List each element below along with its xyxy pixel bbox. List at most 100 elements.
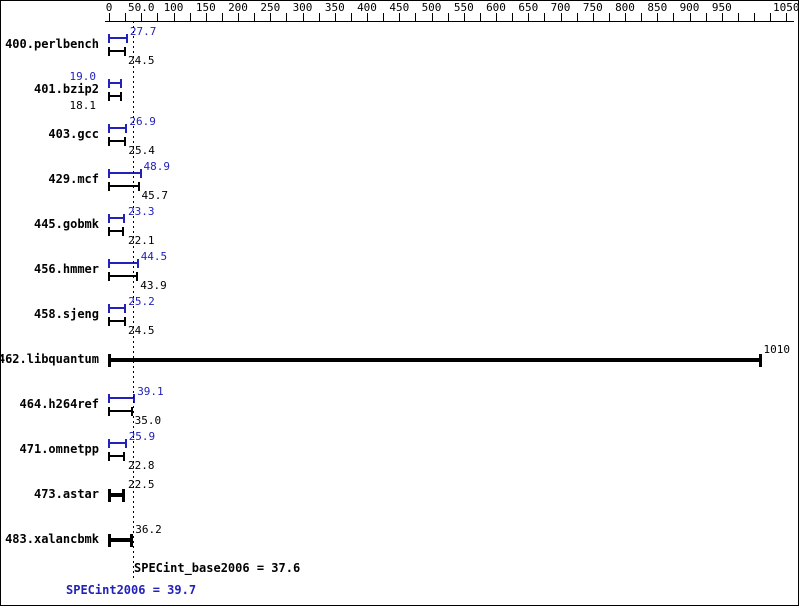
benchmark-name: 462.libquantum (0, 352, 99, 366)
peak-bar-end-cap (125, 123, 128, 133)
value-label: 44.5 (140, 250, 168, 263)
base-bar-end-cap (123, 46, 126, 56)
peak-bar-start-cap (108, 393, 110, 403)
peak-bar (109, 217, 124, 219)
benchmark-name: 400.perlbench (5, 37, 99, 51)
base-bar (109, 50, 125, 52)
base-bar-start-cap (108, 353, 111, 367)
value-label: 19.0 (69, 70, 97, 83)
axis-tick (721, 13, 723, 21)
axis-tick (544, 13, 546, 21)
benchmark-name: 483.xalancbmk (5, 532, 99, 546)
axis-tick (383, 13, 385, 21)
axis-tick-label: 850 (647, 1, 668, 14)
benchmark-name: 401.bzip2 (33, 82, 99, 96)
value-label: 18.1 (69, 99, 97, 112)
axis-tick (399, 13, 401, 21)
axis-tick (641, 13, 643, 21)
axis-tick (673, 13, 675, 21)
base-bar (109, 320, 125, 322)
peak-bar-end-cap (124, 303, 127, 313)
axis-tick-label: 950 (711, 1, 732, 14)
base-bar (109, 493, 124, 497)
base-bar-start-cap (108, 406, 110, 416)
axis-tick (770, 13, 772, 21)
axis-tick-label: 700 (550, 1, 571, 14)
axis-tick-label: 650 (518, 1, 539, 14)
axis-tick-label: 900 (679, 1, 700, 14)
base-bar (109, 140, 126, 142)
axis-tick (431, 13, 433, 21)
base-bar-start-cap (108, 136, 110, 146)
axis-tick (318, 13, 320, 21)
peak-bar (109, 442, 126, 444)
peak-bar-start-cap (108, 213, 110, 223)
axis-tick (334, 13, 336, 21)
axis-tick (205, 13, 207, 21)
axis-tick-label: 400 (357, 1, 377, 14)
axis-tick (592, 13, 594, 21)
base-bar-start-cap (108, 271, 110, 281)
axis-tick-label: 500 (421, 1, 442, 14)
base-bar (109, 358, 761, 362)
benchmark-name: 429.mcf (48, 172, 99, 186)
value-label: 43.9 (140, 279, 167, 292)
axis-tick (221, 13, 223, 21)
value-label: 25.9 (128, 430, 156, 443)
base-bar (109, 410, 132, 412)
base-bar-end-cap (122, 226, 125, 236)
axis-tick-label: 750 (582, 1, 603, 14)
base-bar-start-cap (108, 181, 110, 191)
base-bar-end-cap (119, 91, 122, 101)
axis-tick-label: 150 (195, 1, 216, 14)
axis-tick (141, 13, 143, 21)
base-summary-label: SPECint_base2006 = 37.6 (134, 561, 301, 575)
value-label: 24.5 (128, 324, 155, 337)
benchmark-name: 445.gobmk (33, 217, 99, 231)
benchmark-name: 471.omnetpp (19, 442, 99, 456)
base-bar (109, 538, 133, 542)
benchmark-name: 458.sjeng (33, 307, 99, 321)
value-label: 24.5 (128, 54, 155, 67)
base-bar-end-cap (123, 316, 126, 326)
value-label: 25.4 (128, 144, 155, 157)
peak-bar-end-cap (124, 438, 127, 448)
peak-bar (109, 82, 122, 84)
base-bar (109, 455, 124, 457)
axis-tick-label: 550 (453, 1, 474, 14)
base-bar-end-cap (137, 181, 140, 191)
peak-bar-start-cap (108, 258, 110, 268)
base-bar (109, 230, 124, 232)
axis-tick (367, 13, 368, 21)
base-bar-start-cap (108, 91, 110, 101)
peak-bar-start-cap (108, 303, 110, 313)
base-bar-end-cap (122, 451, 125, 461)
axis-tick (754, 13, 755, 21)
base-bar-end-cap (124, 136, 127, 146)
base-bar-start-cap (108, 451, 110, 461)
axis-tick (157, 13, 159, 21)
base-bar-start-cap (108, 46, 110, 56)
axis-tick (254, 13, 256, 21)
peak-bar (109, 37, 127, 39)
value-label: 22.1 (128, 234, 155, 247)
benchmark-name: 464.h264ref (19, 397, 99, 411)
value-label: 39.1 (137, 385, 164, 398)
peak-bar-start-cap (108, 168, 110, 178)
axis-tick (302, 13, 304, 21)
axis-tick (560, 13, 562, 21)
axis-tick (350, 13, 352, 21)
value-label: 23.3 (128, 205, 155, 218)
reference-line (133, 21, 135, 579)
value-label: 25.2 (128, 295, 155, 308)
base-bar-end-cap (758, 353, 762, 367)
peak-bar-start-cap (108, 123, 110, 133)
base-bar (109, 275, 138, 277)
base-bar-start-cap (108, 488, 111, 502)
x-axis-line (105, 21, 794, 22)
axis-tick-label: 1050 (773, 1, 799, 14)
axis-tick-label: 100 (163, 1, 184, 14)
peak-bar-end-cap (136, 258, 139, 268)
